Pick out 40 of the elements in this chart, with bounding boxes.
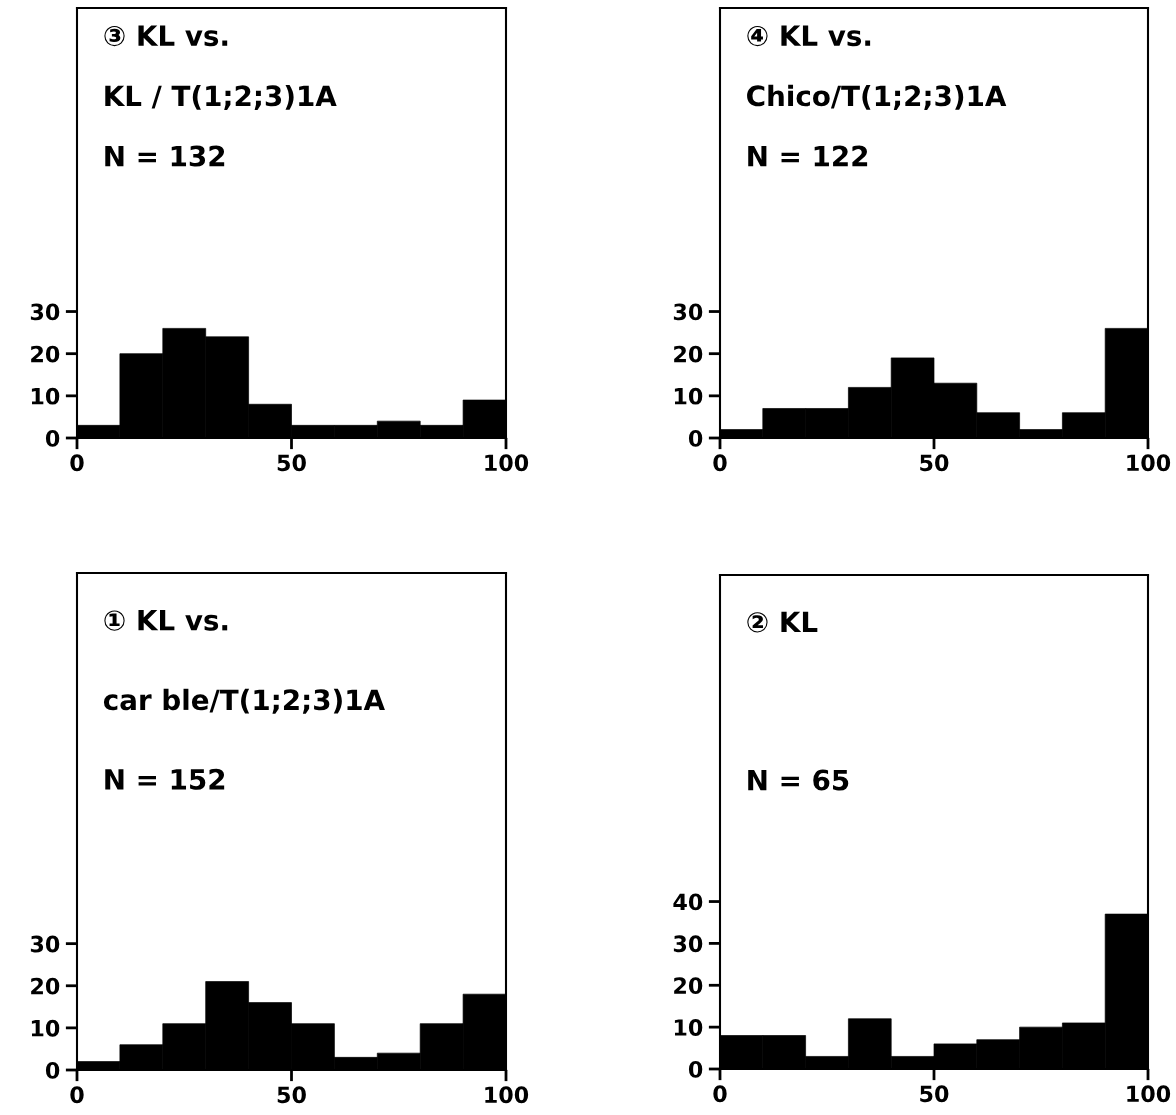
x-tick-label: 0: [713, 454, 727, 472]
annotation: ② KL: [747, 611, 818, 633]
x-tick-label: 50: [277, 454, 306, 472]
x-tick-label: 100: [485, 454, 529, 472]
y-tick-label: 30: [30, 303, 60, 321]
y-tick-label: 10: [31, 387, 60, 405]
y-tick-label: 0: [45, 429, 60, 447]
y-tick-label: 30: [30, 935, 60, 953]
y-tick-label: 20: [674, 977, 703, 995]
y-tick-label: 10: [674, 1019, 703, 1036]
y-tick-label: 20: [31, 977, 60, 995]
x-tick-label: 50: [920, 1085, 949, 1103]
x-tick-label: 0: [713, 1085, 727, 1103]
x-tick-label: 100: [485, 1086, 529, 1104]
annotation: Chico/T(1;2;3)1A: [747, 84, 1007, 110]
y-tick-label: 20: [31, 345, 60, 363]
y-tick-label: 0: [45, 1061, 60, 1079]
x-tick-label: 100: [1127, 1085, 1171, 1103]
x-tick-label: 50: [920, 454, 949, 472]
annotation: ③ KL vs.: [104, 25, 228, 47]
x-tick-label: 0: [70, 1086, 84, 1104]
x-tick-label: 0: [70, 454, 84, 472]
x-tick-label: 100: [1127, 454, 1171, 472]
annotation: car ble/T(1;2;3)1A: [103, 688, 385, 714]
x-tick-label: 50: [277, 1086, 306, 1104]
y-tick-label: 30: [673, 935, 703, 953]
y-tick-label: 10: [674, 387, 703, 405]
y-tick-label: 0: [688, 1060, 703, 1078]
annotation: N = 132: [105, 145, 225, 167]
annotation: N = 65: [748, 769, 849, 791]
y-tick-label: 0: [688, 429, 703, 447]
y-tick-label: 20: [674, 345, 703, 363]
annotation: N = 152: [105, 768, 225, 790]
annotation: ① KL vs.: [104, 610, 228, 631]
y-tick-label: 40: [673, 893, 703, 911]
annotation: N = 122: [748, 145, 868, 167]
annotation: KL / T(1;2;3)1A: [105, 84, 337, 110]
annotation: ④ KL vs.: [747, 25, 871, 47]
y-tick-label: 30: [673, 303, 703, 321]
y-tick-label: 10: [31, 1019, 60, 1037]
